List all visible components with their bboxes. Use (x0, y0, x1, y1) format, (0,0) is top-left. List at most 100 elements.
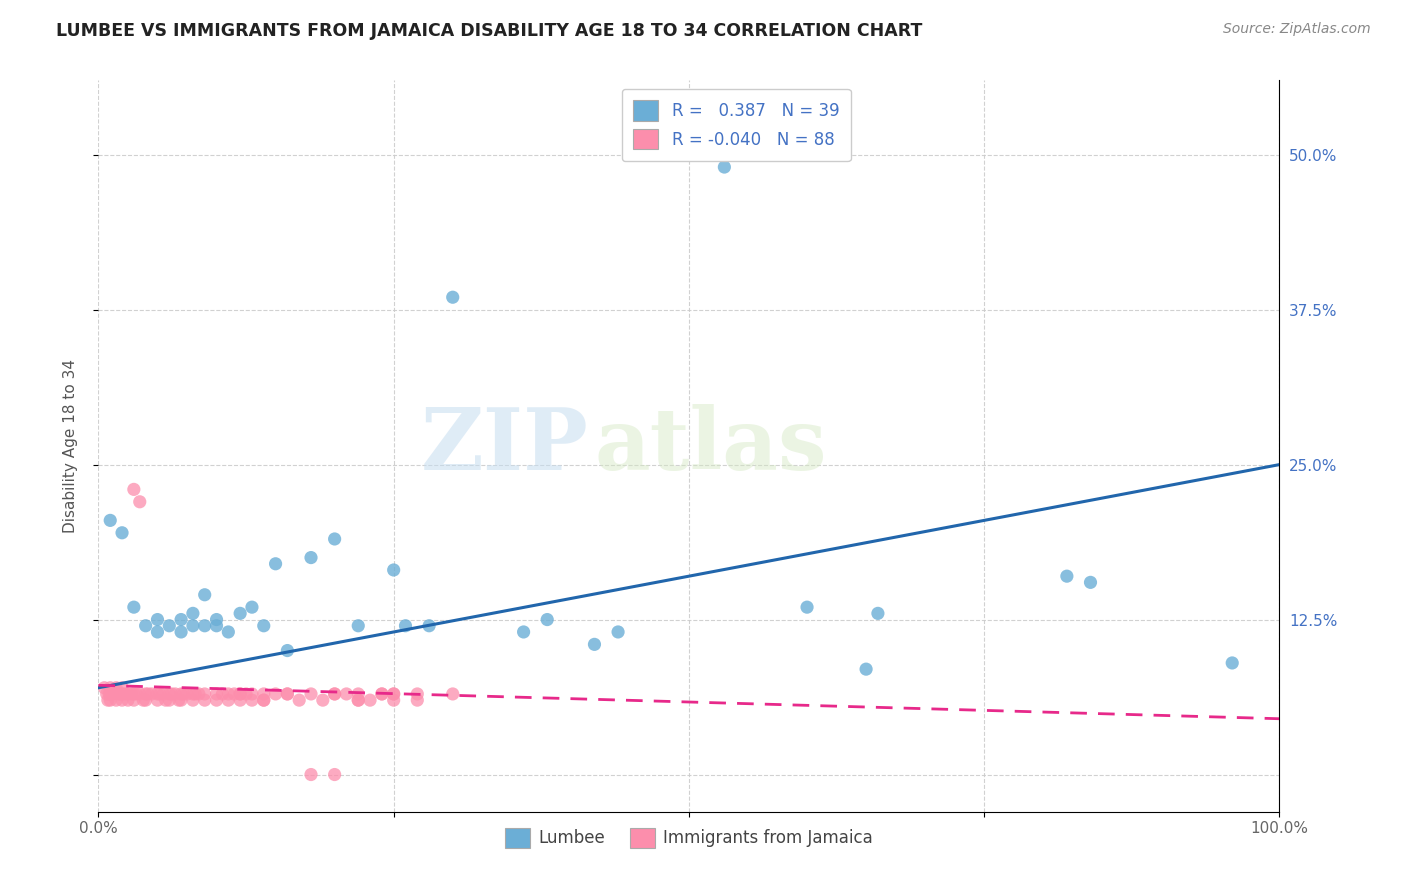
Point (128, 687, 150, 701)
Point (155, 693, 177, 707)
Point (122, 687, 145, 701)
Point (240, 693, 263, 707)
Point (111, 525, 134, 540)
Point (347, 619, 370, 633)
Point (157, 687, 180, 701)
Point (135, 693, 157, 707)
Point (264, 557, 287, 571)
Point (122, 483, 145, 497)
Point (276, 687, 298, 701)
Point (108, 687, 131, 701)
Point (157, 619, 180, 633)
Point (264, 687, 287, 701)
Point (181, 619, 204, 633)
Legend: Lumbee, Immigrants from Jamaica: Lumbee, Immigrants from Jamaica (498, 821, 880, 855)
Point (323, 767, 346, 781)
Point (194, 693, 217, 707)
Point (536, 613, 558, 627)
Point (240, 687, 263, 701)
Text: Source: ZipAtlas.com: Source: ZipAtlas.com (1223, 22, 1371, 37)
Point (1056, 569, 1078, 583)
Point (149, 687, 172, 701)
Point (101, 687, 124, 701)
Point (96, 687, 118, 701)
Point (217, 693, 239, 707)
Point (98, 681, 121, 695)
Point (146, 687, 169, 701)
Point (382, 693, 405, 707)
Point (418, 619, 440, 633)
Point (240, 600, 263, 615)
Point (205, 693, 228, 707)
Point (111, 687, 134, 701)
Point (323, 532, 346, 546)
Point (98, 513, 121, 527)
Text: LUMBEE VS IMMIGRANTS FROM JAMAICA DISABILITY AGE 18 TO 34 CORRELATION CHART: LUMBEE VS IMMIGRANTS FROM JAMAICA DISABI… (56, 22, 922, 40)
Point (229, 687, 252, 701)
Point (187, 687, 209, 701)
Point (217, 624, 239, 639)
Point (98, 693, 121, 707)
Point (323, 687, 346, 701)
Point (299, 767, 322, 781)
Point (229, 607, 252, 621)
Point (276, 643, 298, 657)
Point (347, 693, 370, 707)
Point (135, 619, 157, 633)
Point (141, 687, 163, 701)
Point (176, 687, 198, 701)
Point (253, 693, 276, 707)
Point (299, 687, 322, 701)
Point (135, 687, 157, 701)
Point (253, 693, 276, 707)
Point (121, 687, 143, 701)
Point (136, 687, 159, 701)
Point (98, 687, 121, 701)
Point (181, 687, 204, 701)
Point (229, 687, 252, 701)
Point (170, 693, 193, 707)
Point (146, 693, 169, 707)
Point (205, 613, 228, 627)
Point (335, 687, 357, 701)
Text: atlas: atlas (595, 404, 827, 488)
Point (146, 613, 169, 627)
Point (157, 693, 180, 707)
Point (276, 687, 298, 701)
Point (855, 662, 877, 676)
Point (97, 693, 120, 707)
Point (382, 687, 405, 701)
Point (253, 687, 276, 701)
Point (184, 687, 207, 701)
Point (160, 687, 183, 701)
Point (217, 687, 239, 701)
Point (406, 687, 429, 701)
Point (406, 693, 429, 707)
Point (205, 619, 228, 633)
Point (382, 563, 405, 577)
Point (323, 687, 346, 701)
Point (111, 693, 134, 707)
Point (347, 693, 370, 707)
Point (441, 687, 464, 701)
Point (441, 290, 464, 304)
Point (172, 687, 194, 701)
Y-axis label: Disability Age 18 to 34: Disability Age 18 to 34 (63, 359, 77, 533)
Point (235, 687, 257, 701)
Point (224, 687, 246, 701)
Point (181, 607, 204, 621)
Point (93, 681, 115, 695)
Point (105, 681, 128, 695)
Point (152, 687, 174, 701)
Point (105, 693, 128, 707)
Point (312, 693, 335, 707)
Point (122, 693, 145, 707)
Point (125, 687, 148, 701)
Point (117, 693, 139, 707)
Text: ZIP: ZIP (420, 404, 589, 488)
Point (347, 687, 370, 701)
Point (866, 607, 889, 621)
Point (371, 687, 394, 701)
Point (229, 693, 252, 707)
Point (167, 693, 190, 707)
